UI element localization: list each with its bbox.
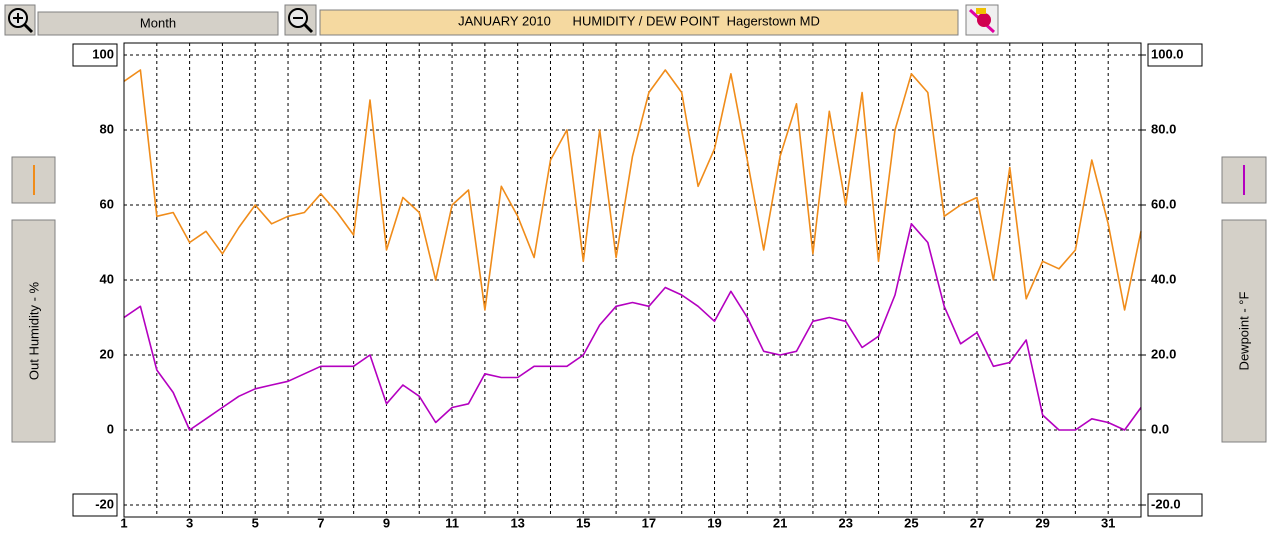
- x-tick-label: 11: [445, 515, 459, 530]
- x-tick-label: 27: [970, 515, 984, 530]
- y-tick-label: 60: [100, 196, 114, 211]
- series-line: [123, 223, 1142, 431]
- title-box: [319, 9, 959, 36]
- y2-tick-label: 20.0: [1151, 346, 1176, 361]
- tick-label-box: [72, 43, 118, 67]
- y-tick-label: 20: [100, 346, 114, 361]
- y2-tick-label: 100.0: [1151, 46, 1184, 61]
- x-tick-label: 13: [510, 515, 524, 530]
- y-axis-title: Out Humidity - %: [26, 281, 41, 380]
- x-tick-label: 31: [1101, 515, 1115, 530]
- x-tick-label: 7: [317, 515, 324, 530]
- x-tick-label: 17: [642, 515, 656, 530]
- x-tick-label: 3: [186, 515, 193, 530]
- y2-axis-title: Dewpoint - °F: [1236, 291, 1251, 370]
- x-tick-label: 15: [576, 515, 590, 530]
- x-tick-label: 9: [383, 515, 390, 530]
- tick-label-box: [1147, 43, 1203, 67]
- series-line: [123, 69, 1142, 311]
- y-tick-label: 0: [107, 421, 114, 436]
- y-tick-label: 100: [92, 46, 114, 61]
- axis-title-box: [1221, 219, 1267, 443]
- x-tick-label: 29: [1035, 515, 1049, 530]
- x-tick-label: 21: [773, 515, 787, 530]
- x-tick-label: 1: [120, 515, 127, 530]
- x-tick-label: 25: [904, 515, 918, 530]
- zoom-in-button[interactable]: [4, 4, 36, 36]
- settings-icon[interactable]: [965, 4, 999, 36]
- x-tick-label: 5: [252, 515, 259, 530]
- y-tick-label: 40: [100, 271, 114, 286]
- x-tick-label: 23: [839, 515, 853, 530]
- y2-tick-label: 0.0: [1151, 421, 1169, 436]
- period-label: Month: [140, 15, 176, 30]
- y2-tick-label: 60.0: [1151, 196, 1176, 211]
- x-tick-label: 19: [707, 515, 721, 530]
- legend-box: [1221, 156, 1267, 204]
- chart-title: JANUARY 2010 HUMIDITY / DEW POINT Hagers…: [458, 13, 820, 28]
- zoom-out-button[interactable]: [284, 4, 317, 36]
- period-button[interactable]: [37, 11, 279, 36]
- y2-tick-label: 80.0: [1151, 121, 1176, 136]
- tick-label-box: [72, 493, 118, 517]
- y2-tick-label: 40.0: [1151, 271, 1176, 286]
- plot-frame: [123, 42, 1142, 518]
- axis-title-box: [11, 219, 56, 443]
- y-tick-label: 80: [100, 121, 114, 136]
- y-tick-label: -20: [95, 496, 114, 511]
- tick-label-box: [1147, 493, 1203, 517]
- y2-tick-label: -20.0: [1151, 496, 1181, 511]
